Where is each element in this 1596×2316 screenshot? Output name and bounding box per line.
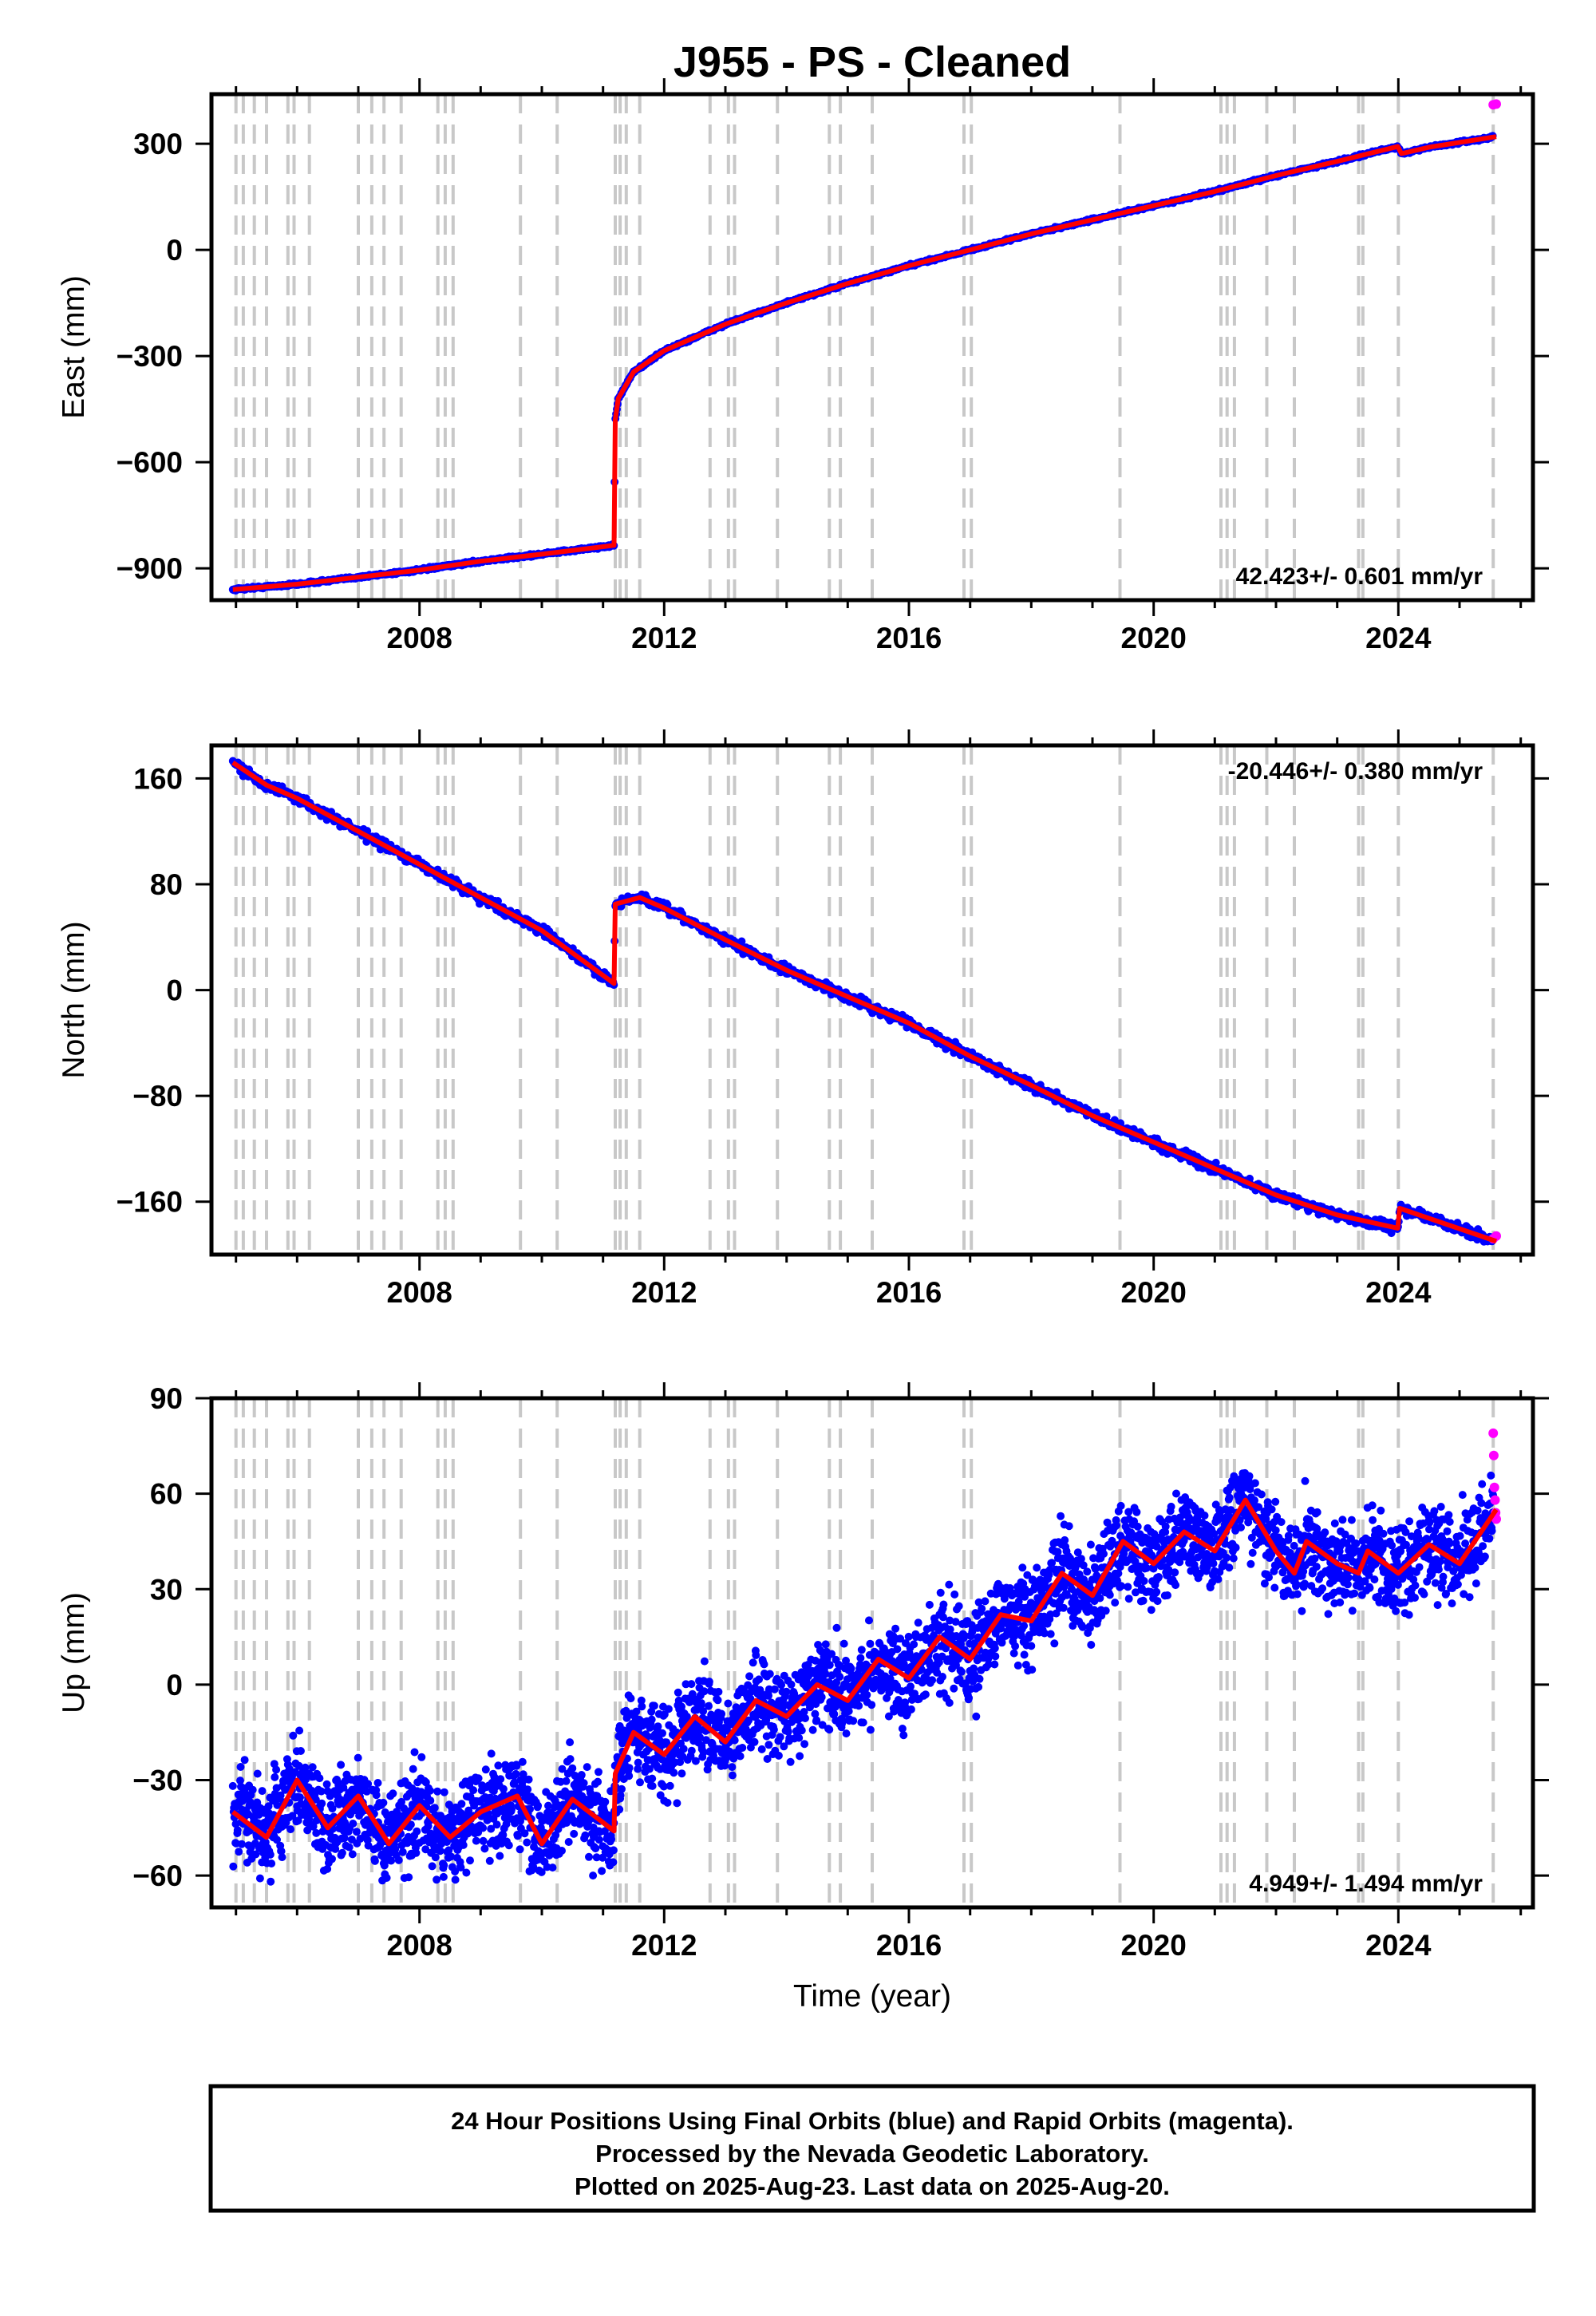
- caption-line-2: Processed by the Nevada Geodetic Laborat…: [595, 2140, 1149, 2168]
- model-line: [232, 134, 1497, 592]
- y-axis-label: North (mm): [57, 921, 91, 1078]
- x-tick-label: 2012: [631, 1276, 697, 1309]
- y-tick-label: −300: [117, 340, 183, 373]
- y-tick-label: 160: [133, 762, 183, 795]
- x-tick-label: 2008: [387, 1276, 452, 1309]
- y-tick-label: 0: [166, 974, 183, 1007]
- y-tick-label: −600: [117, 446, 183, 479]
- x-tick-label: 2016: [876, 1929, 942, 1962]
- x-tick-label: 2008: [387, 1929, 452, 1962]
- plot-area: [228, 745, 1501, 1255]
- y-axis-label: East (mm): [57, 275, 91, 419]
- plot-frame: [209, 92, 1535, 603]
- y-tick-label: 90: [150, 1382, 183, 1415]
- y-tick-label: 30: [150, 1573, 183, 1606]
- plot-area: [228, 1398, 1501, 1907]
- x-tick-label: 2020: [1121, 622, 1187, 654]
- y-tick-label: −900: [117, 552, 183, 585]
- caption-line-1: 24 Hour Positions Using Final Orbits (bl…: [451, 2107, 1294, 2135]
- x-tick-label: 2012: [631, 622, 697, 654]
- panel-north: −160 −80 0 80 160 2008 2012 2016 2020 2024 North (…: [57, 729, 1549, 1309]
- x-tick-label: 2024: [1365, 622, 1432, 654]
- final-orbit-points: [228, 132, 1497, 595]
- model-line: [231, 761, 1497, 1244]
- y-axis-label: Up (mm): [57, 1592, 91, 1713]
- x-tick-label: 2016: [876, 622, 942, 654]
- rapid-orbit-point: [1488, 1428, 1499, 1438]
- rapid-orbit-point: [1488, 1450, 1499, 1460]
- x-tick-label: 2012: [631, 1929, 697, 1962]
- x-tick-label: 2016: [876, 1276, 942, 1309]
- y-tick-label: −30: [132, 1765, 183, 1797]
- y-tick-label: −80: [132, 1080, 183, 1113]
- panel-up: −60 −30 0 30 60 90 2008 2012 2016 2020 2024 Up (mm)…: [57, 1382, 1549, 1962]
- rapid-orbit-point: [1489, 1482, 1499, 1492]
- rapid-orbit-point: [1490, 1495, 1500, 1505]
- plot-frame: [209, 1396, 1535, 1910]
- y-tick-label: 0: [166, 1669, 183, 1701]
- panel-east: −900 −600 −300 0 300 2008 2012 2016 2020 2024 East…: [57, 78, 1549, 654]
- x-tick-label: 2024: [1365, 1929, 1432, 1962]
- x-tick-label: 2008: [387, 622, 452, 654]
- plot-area: [228, 94, 1501, 600]
- rate-label: 42.423+/- 0.601 mm/yr: [1236, 563, 1483, 590]
- model-line: [231, 1497, 1499, 1847]
- y-tick-label: 60: [150, 1478, 183, 1511]
- caption-line-3: Plotted on 2025-Aug-23. Last data on 202…: [575, 2172, 1170, 2200]
- x-tick-label: 2020: [1121, 1929, 1187, 1962]
- rate-label: -20.446+/- 0.380 mm/yr: [1228, 758, 1483, 785]
- y-tick-label: 300: [133, 128, 183, 160]
- caption-box: 24 Hour Positions Using Final Orbits (bl…: [208, 2084, 1536, 2213]
- plot-frame: [209, 743, 1535, 1257]
- x-tick-label: 2020: [1121, 1276, 1187, 1309]
- y-tick-label: 0: [166, 234, 183, 267]
- chart-title: J955 - PS - Cleaned: [674, 38, 1071, 86]
- y-tick-label: −160: [117, 1186, 183, 1219]
- rapid-orbit-point: [1491, 99, 1501, 109]
- x-axis-label: Time (year): [793, 1979, 951, 2014]
- y-tick-label: −60: [132, 1860, 183, 1892]
- x-tick-label: 2024: [1365, 1276, 1432, 1309]
- y-tick-label: 80: [150, 868, 183, 901]
- rate-label: 4.949+/- 1.494 mm/yr: [1249, 1871, 1483, 1897]
